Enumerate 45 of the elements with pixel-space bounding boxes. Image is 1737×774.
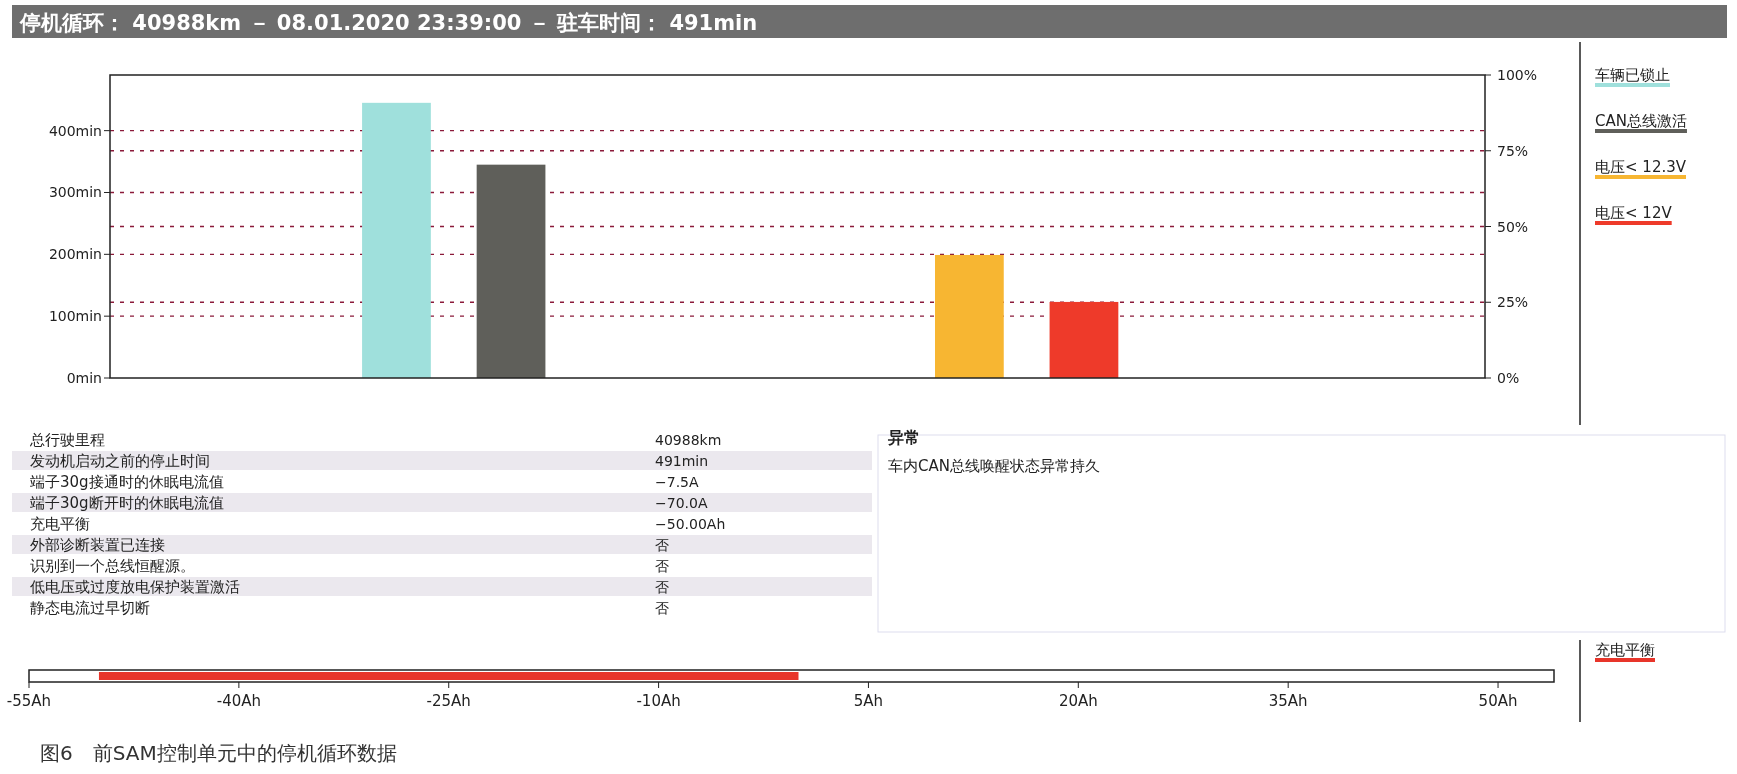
text: −7.5A xyxy=(655,474,699,490)
y2-tick-label: 75% xyxy=(1497,142,1529,159)
text: 车辆已锁止 xyxy=(1595,66,1670,84)
x-tick-label: 5Ah xyxy=(853,692,884,710)
text: 491min xyxy=(655,453,709,469)
y-tick-label: 200min xyxy=(48,246,102,263)
x-tick-label: -40Ah xyxy=(216,692,261,710)
category-label: 总行驶里程 xyxy=(29,431,105,449)
text: 否 xyxy=(655,537,669,553)
caption: 图6 前SAM控制单元中的停机循环数据 xyxy=(40,741,397,765)
x-tick-label: 20Ah xyxy=(1058,692,1098,710)
category-label: 静态电流过早切断 xyxy=(30,599,150,617)
text: 否 xyxy=(655,600,669,616)
x-tick-label: -10Ah xyxy=(636,692,681,710)
category-label: 识别到一个总线恒醒源。 xyxy=(30,557,195,575)
text: 充电平衡 xyxy=(1595,641,1655,659)
text: 40988km xyxy=(655,432,722,448)
category-label: 低电压或过度放电保护装置激活 xyxy=(30,578,240,596)
y-tick-label: 400min xyxy=(48,122,102,139)
y2-tick-label: 100% xyxy=(1497,67,1538,83)
text: 异常 xyxy=(887,428,920,447)
text: 电压< 12.3V xyxy=(1595,158,1687,176)
chart-title: 停机循环： 40988km － 08.01.2020 23:39:00 － 驻车时间： 491min xyxy=(19,11,758,35)
x-tick-label: -25Ah xyxy=(426,692,471,710)
category-label: 外部诊断装置已连接 xyxy=(30,536,165,554)
y2-tick-label: 25% xyxy=(1497,294,1529,311)
y-tick-label: 300min xyxy=(48,184,102,201)
text: 车内CAN总线唤醒状态异常持久 xyxy=(888,457,1100,475)
x-tick-label: -55Ah xyxy=(6,692,52,710)
text: −50.00Ah xyxy=(655,516,726,532)
y-tick-label: 0min xyxy=(66,370,102,386)
category-label: 充电平衡 xyxy=(30,515,90,533)
category-label: 发动机启动之前的停止时间 xyxy=(30,452,210,470)
text: CAN总线激活 xyxy=(1595,112,1687,130)
text: 电压< 12V xyxy=(1595,204,1673,222)
y-tick-label: 100min xyxy=(48,308,102,325)
y2-tick-label: 50% xyxy=(1497,218,1529,235)
text: 否 xyxy=(655,558,669,574)
x-tick-label: 50Ah xyxy=(1478,692,1518,710)
text: −70.0A xyxy=(655,495,708,511)
x-tick-label: 35Ah xyxy=(1268,692,1308,710)
category-label: 端子30g断开时的休眠电流值 xyxy=(30,494,224,512)
y2-tick-label: 0% xyxy=(1497,370,1520,386)
category-label: 端子30g接通时的休眠电流值 xyxy=(30,473,224,491)
text: 否 xyxy=(655,579,669,595)
